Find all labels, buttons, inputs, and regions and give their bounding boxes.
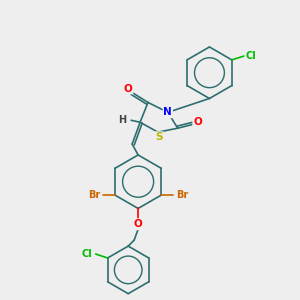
Text: O: O xyxy=(124,84,133,94)
Text: S: S xyxy=(155,132,163,142)
Text: Cl: Cl xyxy=(81,249,92,259)
Text: Br: Br xyxy=(176,190,188,200)
Text: Cl: Cl xyxy=(245,51,256,61)
Text: Br: Br xyxy=(88,190,100,200)
Text: N: N xyxy=(164,107,172,117)
Text: H: H xyxy=(118,115,126,125)
Text: O: O xyxy=(193,117,202,127)
Text: O: O xyxy=(134,219,142,229)
